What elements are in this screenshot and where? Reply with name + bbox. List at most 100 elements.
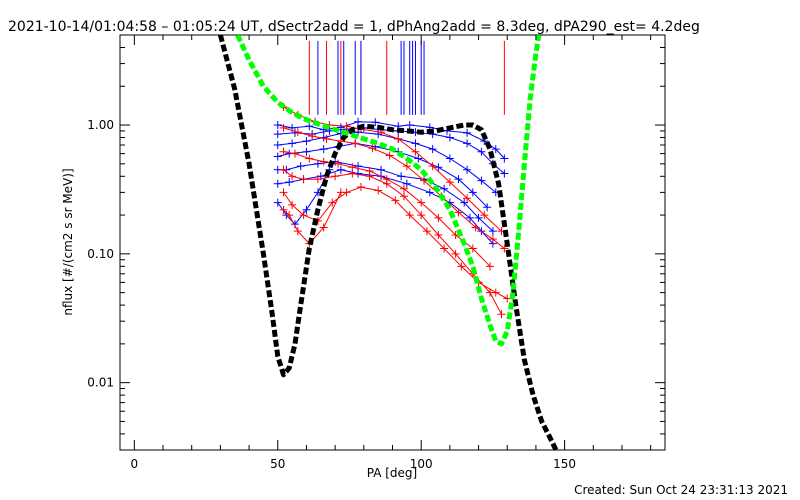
red-series-line — [283, 192, 342, 245]
red-data-point — [285, 211, 294, 220]
black-fit-curve — [217, 35, 559, 450]
red-data-point — [434, 213, 443, 222]
blue-data-point — [483, 203, 492, 212]
blue-data-point — [336, 165, 345, 174]
red-data-point — [468, 244, 477, 253]
red-data-point — [399, 184, 408, 193]
blue-data-point — [405, 121, 414, 130]
red-data-point — [420, 176, 429, 185]
red-data-point — [288, 200, 297, 209]
blue-series-line — [277, 161, 494, 232]
plot-area — [119, 34, 666, 451]
red-data-point — [445, 178, 454, 187]
red-data-point — [334, 159, 342, 168]
blue-data-point — [402, 179, 411, 188]
blue-data-point — [434, 163, 443, 172]
red-data-point — [399, 192, 408, 201]
red-data-point — [385, 151, 394, 160]
x-tick-label: 100 — [410, 457, 433, 471]
blue-data-point — [411, 139, 420, 148]
red-data-point — [500, 244, 509, 253]
red-data-point — [299, 211, 308, 220]
red-data-point — [394, 134, 403, 143]
blue-data-point — [468, 188, 477, 197]
red-data-point — [417, 211, 426, 220]
red-data-point — [288, 172, 297, 181]
blue-data-point — [440, 184, 449, 193]
blue-data-point — [273, 198, 282, 207]
red-data-point — [440, 244, 449, 253]
blue-data-point — [354, 117, 363, 126]
red-data-point — [290, 149, 299, 158]
red-data-point — [279, 147, 288, 156]
y-tick-label: 0.01 — [87, 376, 114, 390]
red-series-line — [283, 151, 491, 267]
red-data-point — [299, 175, 308, 184]
blue-data-point — [371, 118, 380, 127]
red-data-point — [279, 205, 288, 214]
y-axis: 0.01 0.10 1.00 — [87, 34, 665, 451]
red-data-point — [331, 172, 340, 181]
blue-data-point — [319, 145, 328, 154]
red-data-point — [308, 132, 317, 141]
chart-title: 2021-10-14/01:04:58 – 01:05:24 UT, dSect… — [8, 19, 700, 35]
red-data-point — [328, 198, 337, 207]
red-data-point — [342, 122, 351, 131]
red-data-point — [411, 147, 420, 156]
red-data-point — [305, 154, 314, 163]
red-data-point — [491, 288, 500, 297]
red-data-point — [480, 211, 489, 220]
red-data-point — [368, 144, 377, 153]
red-data-point — [356, 183, 365, 192]
y-tick-label: 0.10 — [87, 247, 114, 261]
created-footer: Created: Sun Oct 24 23:31:13 2021 — [574, 483, 788, 497]
blue-data-point — [445, 133, 454, 142]
red-data-point — [463, 194, 472, 203]
red-data-point — [497, 310, 506, 319]
red-data-point — [471, 223, 480, 232]
blue-data-point — [285, 178, 294, 187]
red-data-point — [402, 162, 411, 171]
blue-data-point — [477, 176, 486, 185]
red-data-point — [382, 179, 391, 188]
x-axis-label: PA [deg] — [367, 466, 417, 480]
blue-data-point — [454, 175, 463, 184]
red-data-point — [365, 172, 374, 181]
red-series-line — [283, 186, 508, 299]
red-data-point — [391, 196, 400, 205]
blue-data-point — [302, 147, 311, 156]
blue-data-point — [477, 147, 486, 156]
red-data-point — [319, 223, 328, 232]
red-data-point — [279, 165, 288, 174]
blue-data-point — [445, 154, 454, 163]
red-data-point — [486, 262, 495, 271]
red-data-point — [336, 188, 345, 197]
red-data-point — [293, 227, 302, 236]
blue-data-point — [425, 188, 434, 197]
red-data-point — [405, 211, 414, 220]
blue-series-line — [277, 169, 330, 225]
red-data-point — [422, 227, 431, 236]
blue-data-point — [488, 227, 497, 236]
red-data-point — [374, 186, 383, 195]
y-axis-label: nflux [#/(cm2 s sr MeV)] — [61, 168, 75, 315]
red-data-point — [451, 249, 460, 258]
blue-data-point — [273, 121, 282, 130]
blue-data-point — [500, 169, 509, 178]
blue-data-point — [288, 139, 297, 148]
plot-content — [217, 35, 559, 450]
red-data-point — [348, 169, 357, 178]
red-data-point — [313, 175, 322, 184]
red-data-point — [279, 123, 288, 132]
blue-data-point — [273, 130, 282, 139]
red-data-point — [488, 235, 497, 244]
blue-data-point — [463, 165, 472, 174]
plot-frame — [119, 34, 666, 451]
red-data-point — [293, 128, 302, 137]
red-data-point — [434, 231, 443, 240]
blue-data-point — [414, 154, 423, 163]
x-tick-label: 50 — [270, 457, 285, 471]
red-data-point — [417, 198, 426, 207]
blue-series-line — [277, 131, 497, 193]
blue-data-point — [305, 122, 314, 131]
